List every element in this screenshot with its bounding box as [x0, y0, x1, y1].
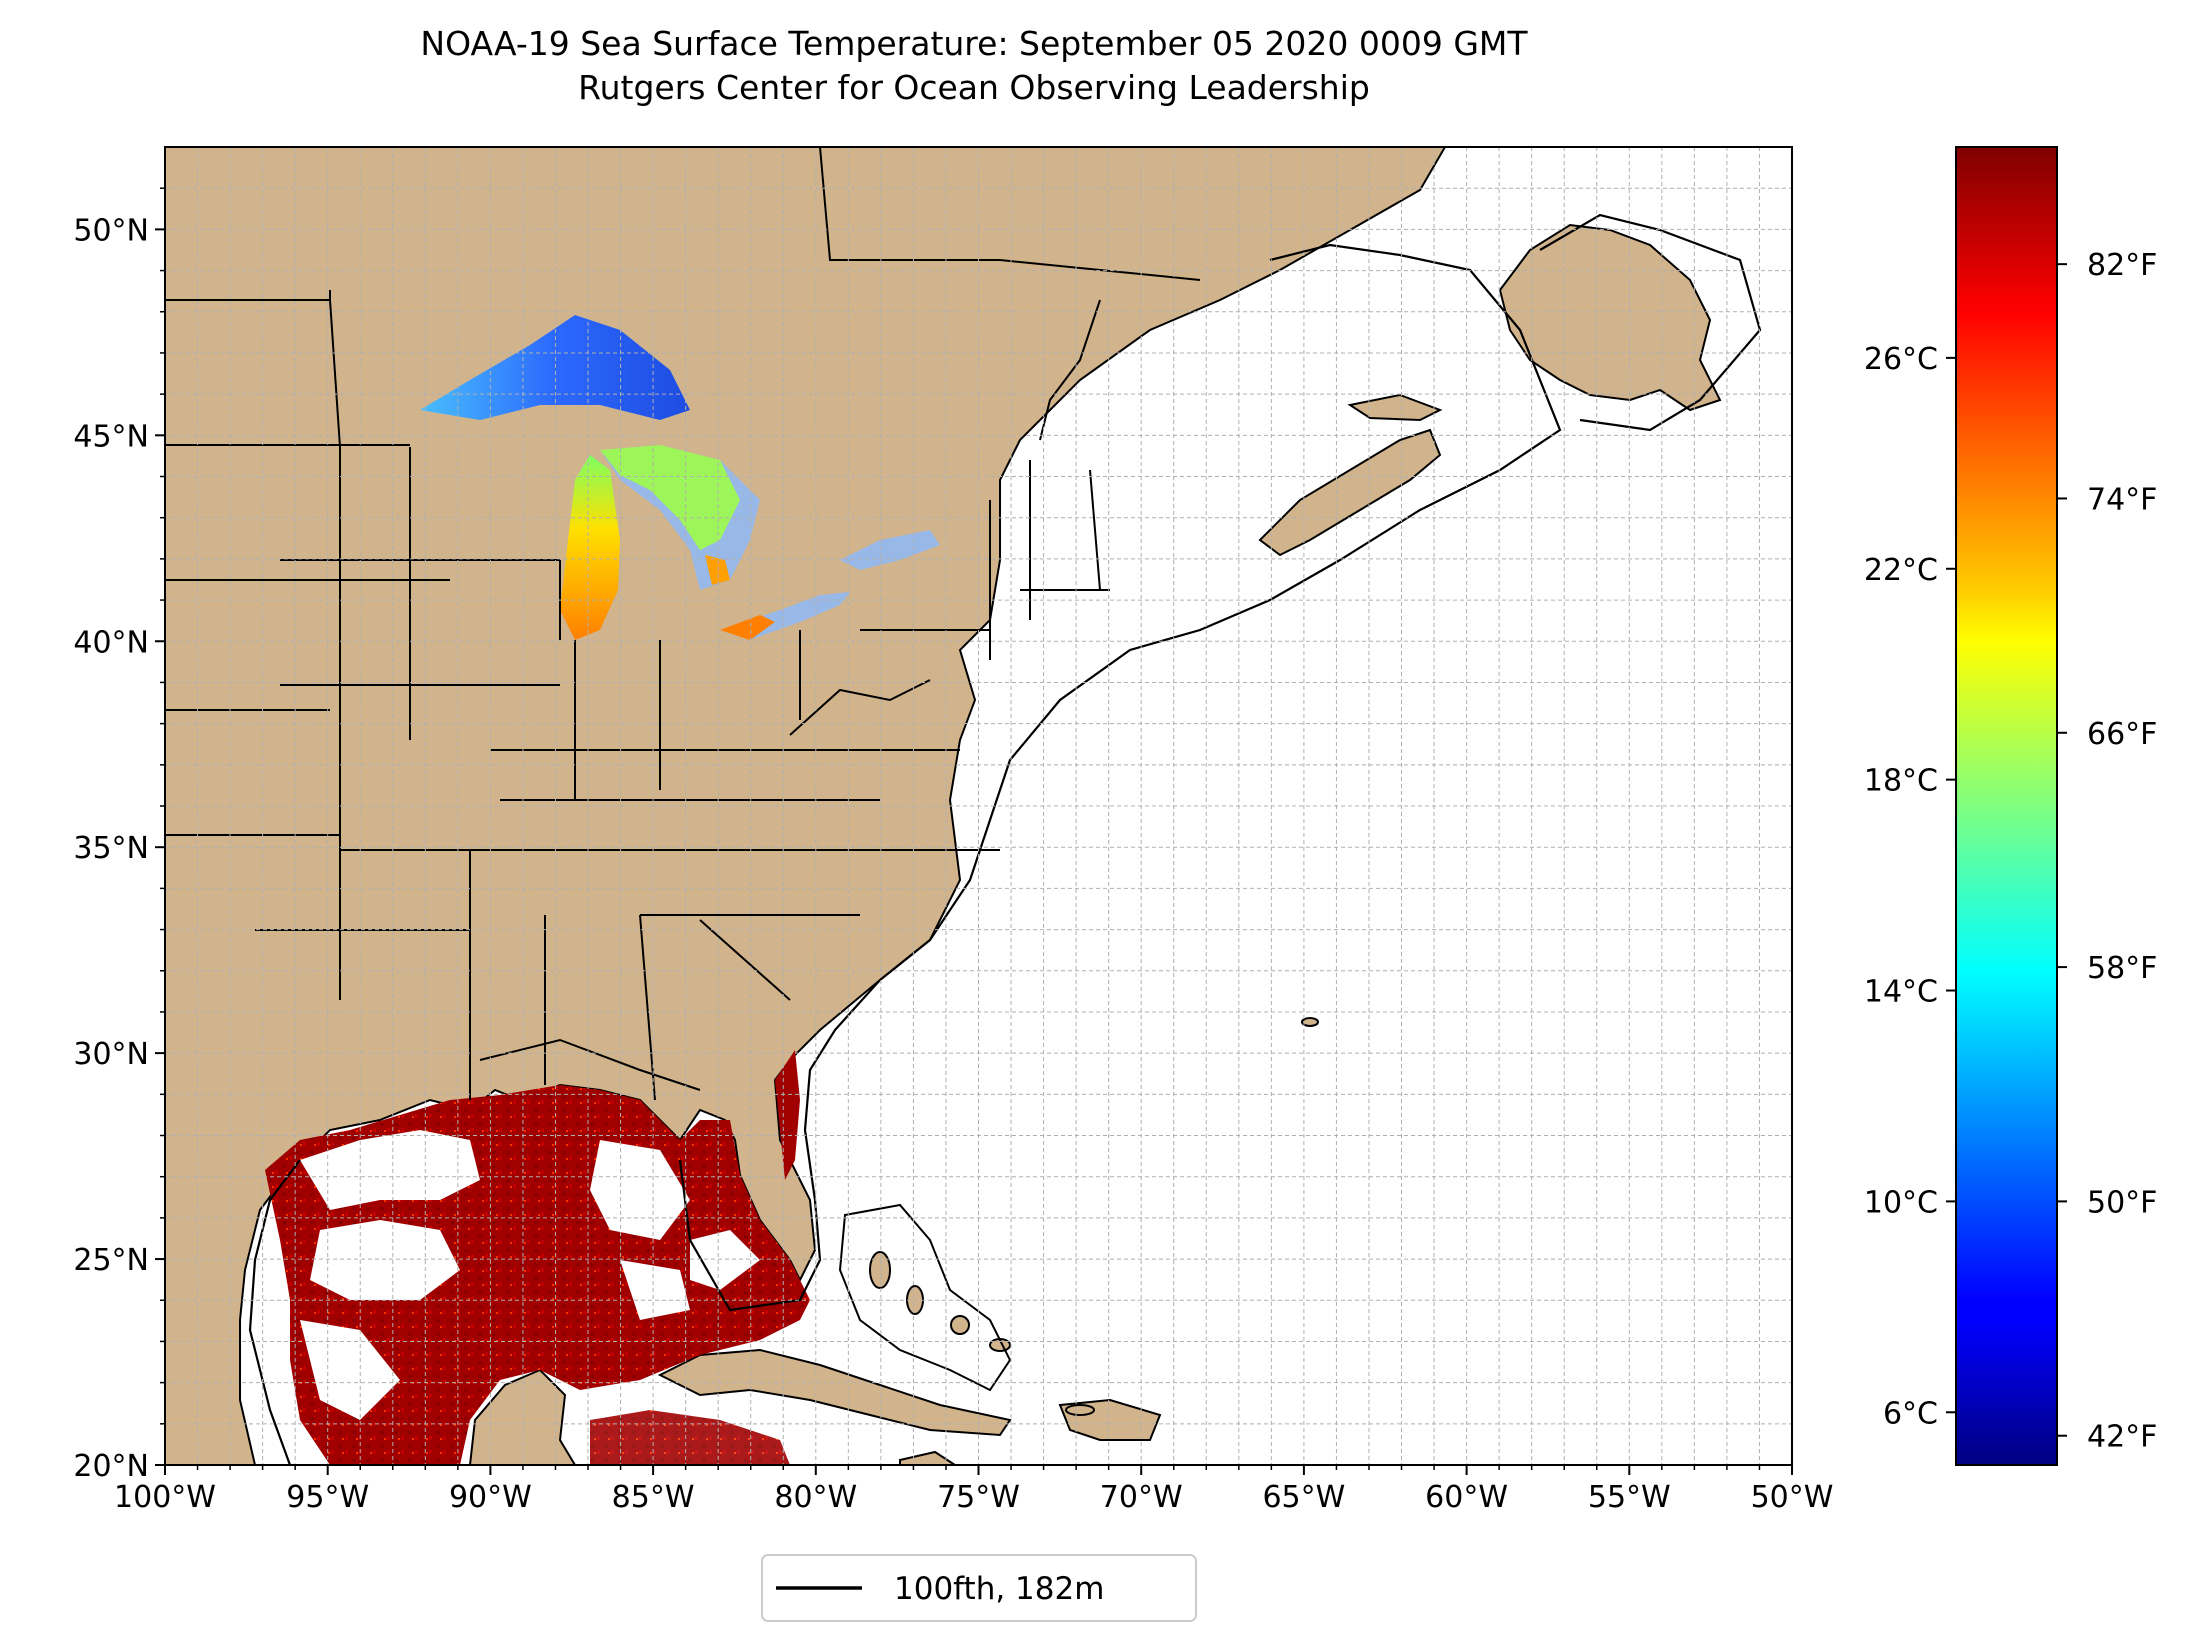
x-tick-label: 50°W	[1751, 1480, 1834, 1515]
lake-ontario	[840, 530, 940, 570]
x-tick-label: 95°W	[286, 1480, 369, 1515]
x-tick-label: 100°W	[114, 1480, 216, 1515]
y-tick-label: 30°N	[73, 1037, 149, 1072]
colorbar-fahrenheit-label: 82°F	[2087, 248, 2157, 283]
legend: 100fth, 182m	[761, 1554, 1197, 1622]
cuba-land	[657, 1348, 1012, 1437]
plot-title: NOAA-19 Sea Surface Temperature: Septemb…	[0, 22, 1948, 110]
bathymetry-100fth-contour	[248, 213, 1762, 1465]
sst-florida-east	[775, 1050, 800, 1180]
x-tick-label: 55°W	[1588, 1480, 1671, 1515]
cloud-gaps	[300, 1130, 760, 1420]
colorbar-celsius-axis: 6°C 10°C 14°C 18°C 22°C 26°C	[1864, 342, 1956, 1431]
x-axis: 100°W 95°W 90°W 85°W 80°W 75°W 70°W 65°W 60°W 55°…	[114, 1465, 1833, 1515]
colorbar-fahrenheit-label: 58°F	[2087, 951, 2157, 986]
x-tick-label: 80°W	[774, 1480, 857, 1515]
y-tick-label: 50°N	[73, 213, 149, 248]
y-tick-label: 35°N	[73, 831, 149, 866]
x-tick-label: 85°W	[612, 1480, 695, 1515]
nova-scotia-land	[1258, 428, 1442, 557]
colorbar-celsius-label: 6°C	[1883, 1396, 1938, 1431]
legend-label: 100fth, 182m	[894, 1571, 1104, 1607]
x-tick-label: 90°W	[449, 1480, 532, 1515]
title-line-2: Rutgers Center for Ocean Observing Leade…	[578, 68, 1370, 107]
colorbar-celsius-label: 18°C	[1864, 764, 1938, 799]
colorbar-celsius-label: 10°C	[1864, 1185, 1938, 1220]
x-tick-label: 75°W	[937, 1480, 1020, 1515]
sst-lake-huron	[600, 445, 740, 550]
colorbar-fahrenheit-label: 66°F	[2087, 717, 2157, 752]
sst-caribbean	[590, 1410, 790, 1465]
sst-lake-michigan	[560, 455, 620, 640]
pei-land	[1347, 393, 1443, 422]
y-tick-label: 40°N	[73, 625, 149, 660]
sst-lake-erie	[720, 615, 775, 640]
y-axis: 20°N 25°N 30°N 35°N 40°N 45°N 50°N	[73, 187, 165, 1484]
y-tick-label: 20°N	[73, 1449, 149, 1484]
colorbar-fahrenheit-axis: 42°F 50°F 58°F 66°F 74°F 82°F	[2057, 248, 2157, 1455]
colorbar	[1955, 146, 2058, 1466]
x-tick-label: 65°W	[1262, 1480, 1345, 1515]
jamaica-land	[899, 1450, 957, 1465]
legend-box	[761, 1554, 1197, 1622]
x-tick-label: 70°W	[1100, 1480, 1183, 1515]
colorbar-fahrenheit-label: 50°F	[2087, 1185, 2157, 1220]
title-line-1: NOAA-19 Sea Surface Temperature: Septemb…	[420, 24, 1528, 63]
colorbar-celsius-label: 14°C	[1864, 975, 1938, 1010]
colorbar-celsius-label: 26°C	[1864, 342, 1938, 377]
y-tick-label: 25°N	[73, 1243, 149, 1278]
colorbar-fahrenheit-label: 42°F	[2087, 1420, 2157, 1455]
sst-saginaw-bay	[705, 555, 730, 585]
bahamas-contour	[838, 1203, 1012, 1392]
newfoundland-land	[1498, 223, 1722, 412]
graticule-gridlines	[165, 147, 1792, 1465]
colorbar-celsius-label: 22°C	[1864, 553, 1938, 588]
y-tick-label: 45°N	[73, 419, 149, 454]
x-tick-label: 60°W	[1425, 1480, 1508, 1515]
colorbar-fahrenheit-label: 74°F	[2087, 482, 2157, 517]
